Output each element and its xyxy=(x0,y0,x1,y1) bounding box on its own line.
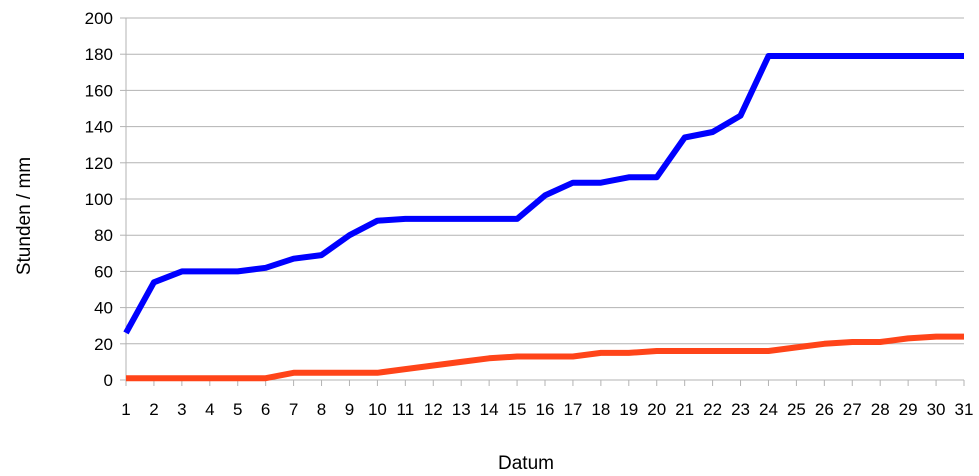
x-tick-label: 6 xyxy=(261,400,270,419)
x-tick-label: 19 xyxy=(619,400,638,419)
series-line-1 xyxy=(123,53,964,335)
x-tick-label: 11 xyxy=(397,400,415,419)
x-tick-label: 17 xyxy=(563,400,582,419)
x-tick-label: 31 xyxy=(955,400,974,419)
y-tick-label: 100 xyxy=(85,190,113,209)
x-tick-label: 2 xyxy=(149,400,158,419)
y-tick-label: 20 xyxy=(94,335,113,354)
x-axis-ticks: 1 2 3 4 5 6 7 8 9 10 11 12 13 14 15 16 17 18 19 20 21 22 23 24 2… xyxy=(121,400,973,419)
x-tick-label: 22 xyxy=(703,400,722,419)
gridlines xyxy=(120,17,965,386)
x-tick-label: 16 xyxy=(536,400,555,419)
y-tick-label: 80 xyxy=(94,226,113,245)
y-tick-label: 60 xyxy=(94,262,113,281)
series-line-2 xyxy=(126,333,964,382)
x-tick-label: 5 xyxy=(233,400,242,419)
x-tick-label: 26 xyxy=(815,400,834,419)
x-tick-label: 10 xyxy=(368,400,387,419)
x-tick-label: 25 xyxy=(787,400,806,419)
x-tick-label: 30 xyxy=(927,400,946,419)
y-tick-label: 160 xyxy=(85,81,113,100)
x-tick-label: 8 xyxy=(317,400,326,419)
x-tick-label: 7 xyxy=(289,400,298,419)
y-tick-label: 140 xyxy=(85,118,113,137)
x-tick-label: 14 xyxy=(480,400,499,419)
series-lines xyxy=(123,53,964,382)
x-tick-label: 9 xyxy=(345,400,354,419)
x-tick-label: 27 xyxy=(843,400,862,419)
y-tick-label: 0 xyxy=(104,371,113,390)
x-tick-label: 20 xyxy=(647,400,666,419)
y-tick-label: 200 xyxy=(85,9,113,28)
x-axis-title: Datum xyxy=(498,453,554,474)
y-tick-label: 40 xyxy=(94,299,113,318)
x-tick-label: 4 xyxy=(205,400,214,419)
x-tick-label: 12 xyxy=(424,400,443,419)
x-tick-label: 1 xyxy=(121,400,130,419)
x-tick-label: 21 xyxy=(675,400,694,419)
x-tick-label: 24 xyxy=(759,400,778,419)
x-tick-label: 28 xyxy=(871,400,890,419)
x-tick-label: 15 xyxy=(508,400,527,419)
y-tick-label: 120 xyxy=(85,154,113,173)
x-tick-label: 23 xyxy=(731,400,750,419)
x-tick-label: 3 xyxy=(177,400,186,419)
x-tick-label: 29 xyxy=(899,400,918,419)
x-tick-label: 18 xyxy=(591,400,610,419)
y-axis-title: Stunden / mm xyxy=(14,157,35,275)
y-tick-label: 180 xyxy=(85,45,113,64)
x-tick-label: 13 xyxy=(452,400,471,419)
y-axis-ticks: 0 20 40 60 80 100 120 140 160 180 200 xyxy=(85,9,113,390)
